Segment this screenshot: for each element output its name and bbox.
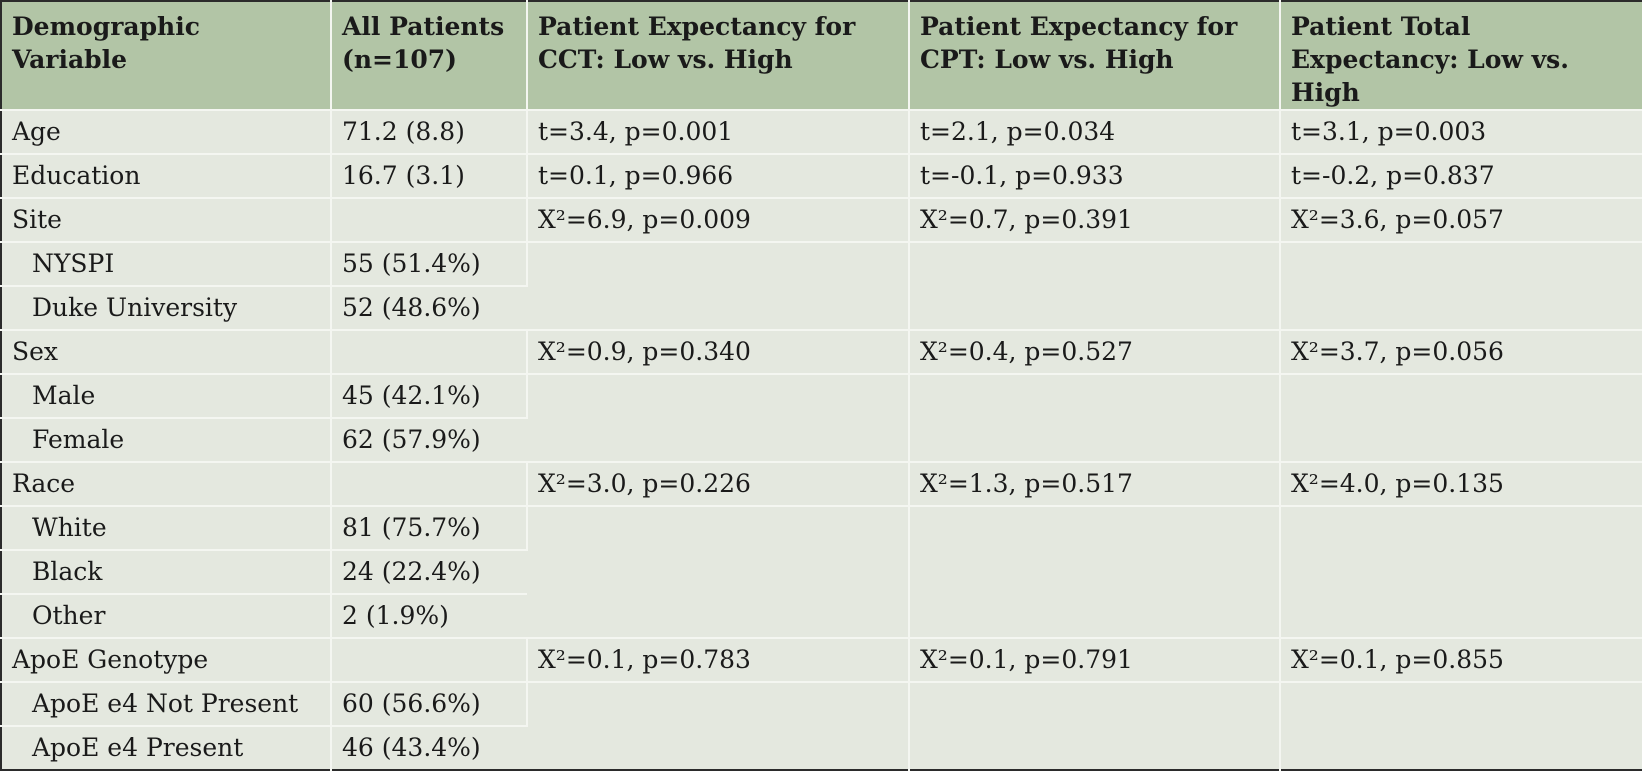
all-patients-value: 81 (75.7%) <box>331 506 528 551</box>
all-patients-value: 45 (42.1%) <box>331 374 528 419</box>
total-stat: X²=3.6, p=0.057 <box>1280 198 1642 243</box>
total-stat-empty <box>1280 242 1642 331</box>
row-label: White <box>1 506 332 551</box>
all-patients-value: 46 (43.4%) <box>342 733 481 762</box>
cct-stat: X²=3.0, p=0.226 <box>527 462 910 507</box>
row-label: Black <box>1 550 332 595</box>
row-label: Age <box>1 110 332 155</box>
table-row-black: Black 24 (22.4%) <box>1 550 1642 595</box>
cpt-stat: X²=0.4, p=0.527 <box>909 330 1281 375</box>
table-row-apoe-absent: ApoE e4 Not Present 60 (56.6%) <box>1 682 1642 770</box>
header-cpt-expectancy: Patient Expectancy for CPT: Low vs. High <box>909 1 1281 111</box>
row-label: Other <box>1 594 332 639</box>
all-patients-value: 60 (56.6%) <box>331 682 528 727</box>
all-patients-value: 55 (51.4%) <box>331 242 528 287</box>
cpt-stat-empty <box>909 506 1281 639</box>
cct-stat: t=3.4, p=0.001 <box>527 110 910 155</box>
cct-stat-empty <box>527 242 910 331</box>
cpt-stat: t=-0.1, p=0.933 <box>909 154 1281 199</box>
cct-stat-empty <box>527 506 910 639</box>
all-patients-value <box>331 198 528 243</box>
cct-stat-empty <box>527 374 910 463</box>
cpt-stat: X²=0.7, p=0.391 <box>909 198 1281 243</box>
table-row-nyspi: NYSPI 55 (51.4%) <box>1 242 1642 331</box>
header-cct-expectancy: Patient Expectancy for CCT: Low vs. High <box>527 1 910 111</box>
all-patients-value: 52 (48.6%) <box>331 286 527 331</box>
table-row-sex: Sex X²=0.9, p=0.340 X²=0.4, p=0.527 X²=3… <box>1 330 1642 375</box>
cpt-stat: t=2.1, p=0.034 <box>909 110 1281 155</box>
row-label: Duke University <box>1 286 332 331</box>
total-stat-empty <box>1280 374 1642 463</box>
cct-stat: t=0.1, p=0.966 <box>527 154 910 199</box>
table-row-site: Site X²=6.9, p=0.009 X²=0.7, p=0.391 X²=… <box>1 198 1642 243</box>
cct-stat-empty <box>527 682 910 770</box>
header-total-expectancy: Patient Total Expectancy: Low vs. High <box>1280 1 1642 111</box>
table-row-duke: Duke University 52 (48.6%) <box>1 286 1642 331</box>
table-row-female: Female 62 (57.9%) <box>1 418 1642 463</box>
table-row-education: Education 16.7 (3.1) t=0.1, p=0.966 t=-0… <box>1 154 1642 199</box>
total-stat-empty <box>1280 682 1642 770</box>
total-stat: t=3.1, p=0.003 <box>1280 110 1642 155</box>
row-label: ApoE e4 Present <box>1 726 332 770</box>
table-row-other: Other 2 (1.9%) <box>1 594 1642 639</box>
total-stat-empty <box>1280 506 1642 639</box>
all-patients-value <box>331 330 528 375</box>
total-stat: X²=0.1, p=0.855 <box>1280 638 1642 683</box>
all-patients-value: 71.2 (8.8) <box>331 110 528 155</box>
all-patients-value <box>331 638 528 683</box>
row-label: NYSPI <box>1 242 332 287</box>
row-label: Female <box>1 418 332 463</box>
all-patients-value: 24 (22.4%) <box>331 550 527 595</box>
table-row-apoe: ApoE Genotype X²=0.1, p=0.783 X²=0.1, p=… <box>1 638 1642 683</box>
cct-stat: X²=6.9, p=0.009 <box>527 198 910 243</box>
cpt-stat-empty <box>909 682 1281 770</box>
row-label: Male <box>1 374 332 419</box>
row-label: Education <box>1 154 332 199</box>
table-row-white: White 81 (75.7%) <box>1 506 1642 639</box>
cpt-stat-empty <box>909 374 1281 463</box>
all-patients-value: 62 (57.9%) <box>331 418 527 463</box>
row-label: ApoE e4 Not Present <box>1 682 332 727</box>
row-label: Sex <box>1 330 332 375</box>
header-all-patients: All Patients (n=107) <box>331 1 528 111</box>
total-stat: X²=4.0, p=0.135 <box>1280 462 1642 507</box>
row-label: ApoE Genotype <box>1 638 332 683</box>
table-row-age: Age 71.2 (8.8) t=3.4, p=0.001 t=2.1, p=0… <box>1 110 1642 155</box>
all-patients-value: 2 (1.9%) <box>331 594 527 639</box>
table-row-male: Male 45 (42.1%) <box>1 374 1642 463</box>
all-patients-value <box>331 462 528 507</box>
header-demographic-variable: Demographic Variable <box>1 1 332 111</box>
total-stat: X²=3.7, p=0.056 <box>1280 330 1642 375</box>
total-stat: t=-0.2, p=0.837 <box>1280 154 1642 199</box>
row-label: Site <box>1 198 332 243</box>
cpt-stat: X²=0.1, p=0.791 <box>909 638 1281 683</box>
all-patients-value: 16.7 (3.1) <box>331 154 528 199</box>
cpt-stat-empty <box>909 242 1281 331</box>
table-row-race: Race X²=3.0, p=0.226 X²=1.3, p=0.517 X²=… <box>1 462 1642 507</box>
row-label: Race <box>1 462 332 507</box>
header-row: Demographic Variable All Patients (n=107… <box>1 1 1642 111</box>
cct-stat: X²=0.1, p=0.783 <box>527 638 910 683</box>
cct-stat: X²=0.9, p=0.340 <box>527 330 910 375</box>
cpt-stat: X²=1.3, p=0.517 <box>909 462 1281 507</box>
